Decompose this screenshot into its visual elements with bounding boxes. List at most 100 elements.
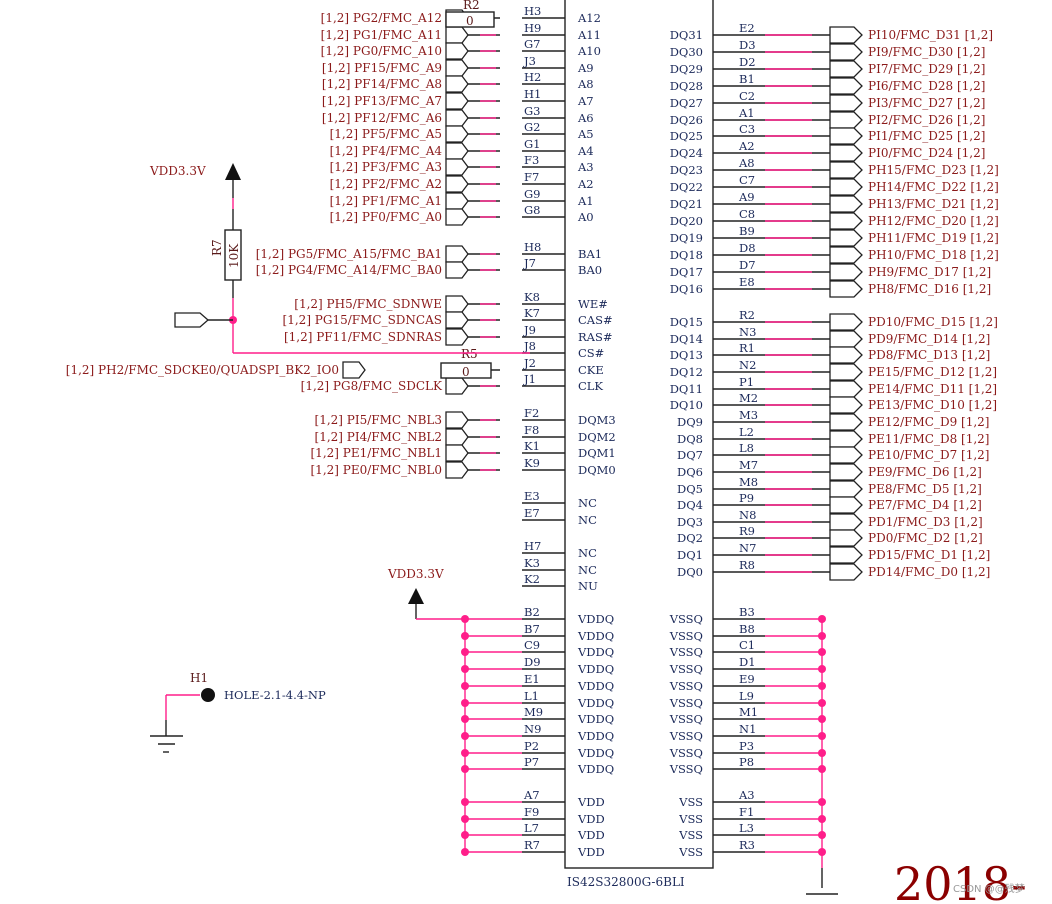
pin-row-a10[interactable]: G7 A10 [1,2] PG0/FMC_A10 <box>321 37 601 60</box>
pin-row-dq20[interactable]: C8 DQ20 PH12/FMC_D20 [1,2] <box>670 207 999 230</box>
pin-row-dqm0[interactable]: K9 DQM0 [1,2] PE0/FMC_NBL0 <box>311 456 616 479</box>
pin-row-dq2[interactable]: R9 DQ2 PD0/FMC_D2 [1,2] <box>677 524 983 547</box>
ball-number: F8 <box>524 423 539 437</box>
net-label: [1,2] PH2/FMC_SDCKE0/QUADSPI_BK2_IO0 <box>66 363 339 377</box>
pin-row-ba0[interactable]: J7 BA0 [1,2] PG4/FMC_A14/FMC_BA0 <box>256 256 602 279</box>
net-port <box>829 127 863 145</box>
pin-row-a1[interactable]: G9 A1 [1,2] PF1/FMC_A1 <box>330 187 594 210</box>
power-pin-c1[interactable]: C1 VSSQ <box>669 638 826 659</box>
pin-row-dq12[interactable]: N2 DQ12 PE15/FMC_D12 [1,2] <box>670 358 997 381</box>
pin-row-dq19[interactable]: B9 DQ19 PH11/FMC_D19 [1,2] <box>670 224 999 247</box>
pin-row-a7[interactable]: H1 A7 [1,2] PF13/FMC_A7 <box>322 87 594 110</box>
power-pin-e1[interactable]: E1 VDDQ <box>461 672 614 693</box>
pin-row-nc[interactable]: H7 NC <box>522 539 597 560</box>
resistor-r5[interactable]: R5 0 <box>440 347 492 379</box>
pin-row-ras-n[interactable]: J9 RAS# [1,2] PF11/FMC_SDNRAS <box>284 323 613 346</box>
pin-row-dq3[interactable]: N8 DQ3 PD1/FMC_D3 [1,2] <box>677 508 983 531</box>
pin-row-ba1[interactable]: H8 BA1 [1,2] PG5/FMC_A15/FMC_BA1 <box>256 240 602 263</box>
pin-row-dq10[interactable]: M2 DQ10 PE13/FMC_D10 [1,2] <box>670 391 997 414</box>
pin-row-dq4[interactable]: P9 DQ4 PE7/FMC_D4 [1,2] <box>677 491 982 514</box>
power-pin-a7[interactable]: A7 VDD <box>461 788 605 809</box>
power-pin-r3[interactable]: R3 VSS <box>678 838 826 859</box>
pin-row-dq27[interactable]: C2 DQ27 PI3/FMC_D27 [1,2] <box>670 89 986 112</box>
pin-row-a0[interactable]: G8 A0 [1,2] PF0/FMC_A0 <box>330 203 594 226</box>
pin-row-clk[interactable]: J1 CLK [1,2] PG8/FMC_SDCLK <box>301 372 604 395</box>
pin-row-cas-n[interactable]: K7 CAS# [1,2] PG15/FMC_SDNCAS <box>283 306 613 329</box>
pin-row-dq26[interactable]: A1 DQ26 PI2/FMC_D26 [1,2] <box>670 106 986 129</box>
pin-row-we-n[interactable]: K8 WE# [1,2] PH5/FMC_SDNWE <box>294 290 608 313</box>
pin-row-dq18[interactable]: D8 DQ18 PH10/FMC_D18 [1,2] <box>670 241 999 264</box>
power-pin-f1[interactable]: F1 VSS <box>678 805 826 826</box>
power-pin-b2[interactable]: B2 VDDQ <box>461 605 614 626</box>
pin-row-dq0[interactable]: R8 DQ0 PD14/FMC_D0 [1,2] <box>677 558 990 581</box>
power-pin-d9[interactable]: D9 VDDQ <box>461 655 614 676</box>
pin-row-dq14[interactable]: N3 DQ14 PD9/FMC_D14 [1,2] <box>670 325 991 348</box>
pin-row-dqm3[interactable]: F2 DQM3 [1,2] PI5/FMC_NBL3 <box>315 406 616 429</box>
power-pin-c9[interactable]: C9 VDDQ <box>461 638 614 659</box>
net-port <box>829 178 863 196</box>
pin-row-a9[interactable]: J3 A9 [1,2] PF15/FMC_A9 <box>322 54 594 77</box>
pin-row-dq5[interactable]: M8 DQ5 PE8/FMC_D5 [1,2] <box>677 475 982 498</box>
power-pin-e9[interactable]: E9 VSSQ <box>669 672 826 693</box>
pin-name: DQ1 <box>677 548 703 562</box>
power-pin-d1[interactable]: D1 VSSQ <box>669 655 826 676</box>
net-label: PD9/FMC_D14 [1,2] <box>868 332 990 346</box>
power-pin-a3[interactable]: A3 VSS <box>678 788 826 809</box>
power-pin-p7[interactable]: P7 VDDQ <box>461 755 614 776</box>
pin-row-nu[interactable]: K2 NU <box>522 572 598 593</box>
pin-row-a4[interactable]: G1 A4 [1,2] PF4/FMC_A4 <box>330 137 594 160</box>
mounting-hole-h1[interactable]: H1 HOLE-2.1-4.4-NP <box>150 671 326 753</box>
pin-row-dq28[interactable]: B1 DQ28 PI6/FMC_D28 [1,2] <box>670 72 986 95</box>
pin-row-a11[interactable]: H9 A11 [1,2] PG1/FMC_A11 <box>321 21 601 44</box>
net-label: PE8/FMC_D5 [1,2] <box>868 482 982 496</box>
svg-text:VDDQ: VDDQ <box>577 696 614 710</box>
power-pin-p3[interactable]: P3 VSSQ <box>669 739 826 760</box>
pin-row-dq11[interactable]: P1 DQ11 PE14/FMC_D11 [1,2] <box>670 375 997 398</box>
pin-row-nc[interactable]: E7 NC <box>522 506 597 527</box>
power-pin-n1[interactable]: N1 VSSQ <box>669 722 826 743</box>
pin-row-a5[interactable]: G2 A5 [1,2] PF5/FMC_A5 <box>330 120 594 143</box>
power-pin-p8[interactable]: P8 VSSQ <box>669 755 826 776</box>
net-port <box>445 328 469 346</box>
pin-row-dq29[interactable]: D2 DQ29 PI7/FMC_D29 [1,2] <box>670 55 986 78</box>
pin-row-dq8[interactable]: L2 DQ8 PE11/FMC_D8 [1,2] <box>677 425 989 448</box>
ball-number: E2 <box>739 21 755 35</box>
power-pin-l1[interactable]: L1 VDDQ <box>461 689 614 710</box>
pin-row-dq16[interactable]: E8 DQ16 PH8/FMC_D16 [1,2] <box>670 275 991 298</box>
pin-row-dq7[interactable]: L8 DQ7 PE10/FMC_D7 [1,2] <box>677 441 989 464</box>
pin-row-a2[interactable]: F7 A2 [1,2] PF2/FMC_A2 <box>330 170 594 193</box>
net-label: PH14/FMC_D22 [1,2] <box>868 180 999 194</box>
power-pin-l9[interactable]: L9 VSSQ <box>669 689 826 710</box>
pin-row-dq15[interactable]: R2 DQ15 PD10/FMC_D15 [1,2] <box>670 308 998 331</box>
pin-row-dq30[interactable]: D3 DQ30 PI9/FMC_D30 [1,2] <box>670 38 986 61</box>
power-pin-p2[interactable]: P2 VDDQ <box>461 739 614 760</box>
net-label: PI6/FMC_D28 [1,2] <box>868 79 985 93</box>
pin-row-dq24[interactable]: A2 DQ24 PI0/FMC_D24 [1,2] <box>670 139 986 162</box>
resistor-r2[interactable]: R2 0 <box>445 0 495 28</box>
pin-row-a6[interactable]: G3 A6 [1,2] PF12/FMC_A6 <box>322 104 594 127</box>
pin-row-a8[interactable]: H2 A8 [1,2] PF14/FMC_A8 <box>322 70 594 93</box>
pin-row-a3[interactable]: F3 A3 [1,2] PF3/FMC_A3 <box>330 153 594 176</box>
pin-row-dq31[interactable]: E2 DQ31 PI10/FMC_D31 [1,2] <box>670 21 993 44</box>
pin-row-nc[interactable]: K3 NC <box>522 556 597 577</box>
pin-row-dq22[interactable]: C7 DQ22 PH14/FMC_D22 [1,2] <box>670 173 999 196</box>
power-pin-n9[interactable]: N9 VDDQ <box>461 722 614 743</box>
pin-row-dq13[interactable]: R1 DQ13 PD8/FMC_D13 [1,2] <box>670 341 991 364</box>
pin-row-dq23[interactable]: A8 DQ23 PH15/FMC_D23 [1,2] <box>670 156 999 179</box>
power-pin-l3[interactable]: L3 VSS <box>678 821 826 842</box>
pin-row-dq9[interactable]: M3 DQ9 PE12/FMC_D9 [1,2] <box>677 408 989 431</box>
power-pin-m1[interactable]: M1 VSSQ <box>669 705 826 726</box>
power-pin-f9[interactable]: F9 VDD <box>461 805 605 826</box>
pin-row-dqm2[interactable]: F8 DQM2 [1,2] PI4/FMC_NBL2 <box>315 423 616 446</box>
power-pin-b7[interactable]: B7 VDDQ <box>461 622 614 643</box>
power-pin-b8[interactable]: B8 VSSQ <box>669 622 826 643</box>
pin-row-cke[interactable]: J2 CKE [1,2] PH2/FMC_SDCKE0/QUADSPI_BK2_IO… <box>66 356 604 379</box>
pin-row-nc[interactable]: E3 NC <box>522 489 597 510</box>
pin-row-dq6[interactable]: M7 DQ6 PE9/FMC_D6 [1,2] <box>677 458 982 481</box>
pin-row-dq17[interactable]: D7 DQ17 PH9/FMC_D17 [1,2] <box>670 258 991 281</box>
pin-row-dq25[interactable]: C3 DQ25 PI1/FMC_D25 [1,2] <box>670 122 986 145</box>
pin-row-dqm1[interactable]: K1 DQM1 [1,2] PE1/FMC_NBL1 <box>311 439 616 462</box>
pin-row-dq1[interactable]: N7 DQ1 PD15/FMC_D1 [1,2] <box>677 541 990 564</box>
pin-row-dq21[interactable]: A9 DQ21 PH13/FMC_D21 [1,2] <box>670 190 999 213</box>
svg-text:VSS: VSS <box>678 795 703 809</box>
